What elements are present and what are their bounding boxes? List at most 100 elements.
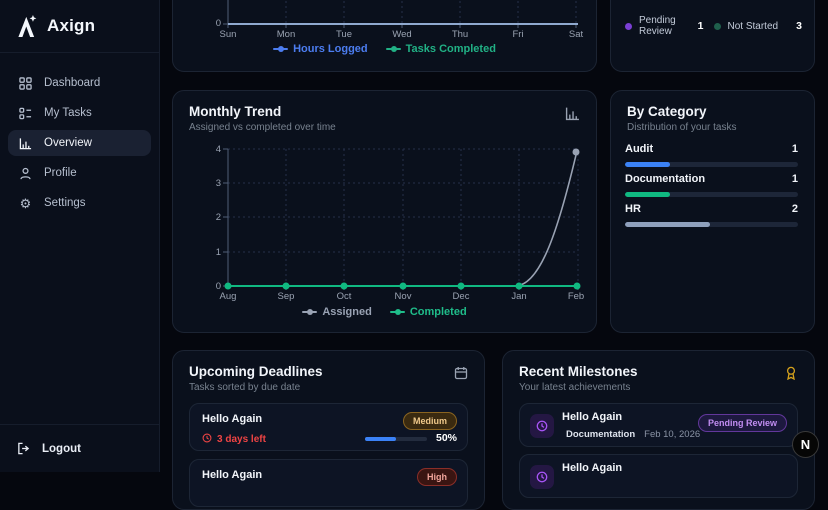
progress-fill [625, 192, 670, 197]
task-status-card: Pending Review 1 Not Started 3 [610, 0, 815, 72]
priority-badge: Medium [402, 412, 457, 430]
grid-icon [18, 76, 33, 91]
bar-chart-icon [18, 136, 33, 151]
category-value: 2 [791, 203, 798, 215]
deadline-item[interactable]: Hello Again High [189, 459, 468, 507]
milestone-clock-icon [530, 465, 554, 489]
status-label: Pending Review [639, 15, 676, 37]
category-row-hr: HR 2 [625, 203, 798, 227]
logout-icon [16, 441, 31, 456]
weekly-activity-card: 0 Sun Mon Tue Wed Thu Fri Sat Hours Logg… [172, 0, 597, 72]
milestone-item[interactable]: Hello Again Documentation Feb 10, 2026 P… [519, 403, 798, 447]
logout-button[interactable]: Logout [16, 441, 143, 456]
legend-item-hours-logged: Hours Logged [273, 43, 368, 55]
sidebar-item-dashboard[interactable]: Dashboard [8, 70, 151, 96]
chart-icon [565, 106, 580, 126]
due-row: 3 days left [202, 433, 266, 446]
legend-item-completed: Completed [389, 306, 467, 318]
category-label: HR [625, 203, 641, 215]
dev-tools-badge[interactable]: N [792, 431, 819, 458]
award-icon [784, 366, 798, 385]
category-label: Documentation [625, 173, 706, 185]
progress-fill [625, 162, 670, 167]
trend-x-tick: Nov [394, 291, 412, 302]
category-row-audit: Audit 1 [625, 143, 798, 167]
card-subtitle: Your latest achievements [519, 382, 631, 393]
not-started-dot-icon [713, 22, 721, 30]
status-badge: Pending Review [697, 414, 787, 432]
card-title: By Category [627, 104, 707, 119]
gear-icon: ⚙ [19, 195, 32, 211]
weekly-x-tick: Fri [512, 29, 524, 40]
milestone-category: Documentation [566, 429, 636, 440]
progress-fill [625, 222, 710, 227]
category-row-documentation: Documentation 1 [625, 173, 798, 197]
by-category-card: By Category Distribution of your tasks A… [610, 90, 815, 333]
weekly-chart-plot [223, 0, 578, 28]
status-value: 3 [796, 20, 802, 32]
priority-badge: High [417, 468, 457, 486]
status-item-pending-review: Pending Review 1 [625, 15, 714, 37]
weekly-x-tick: Wed [392, 29, 412, 40]
trend-y-tick: 2 [215, 212, 221, 223]
milestone-date: Feb 10, 2026 [644, 429, 701, 440]
category-label: Audit [625, 143, 654, 155]
monthly-trend-card: Monthly Trend Assigned vs completed over… [172, 90, 597, 333]
trend-y-tick: 0 [215, 281, 221, 292]
sidebar-item-my-tasks[interactable]: My Tasks [8, 100, 151, 126]
legend-marker-icon [389, 308, 405, 317]
legend-label: Hours Logged [293, 43, 368, 55]
progress-track [365, 437, 427, 441]
sidebar-item-overview[interactable]: Overview [8, 130, 151, 156]
legend-item-tasks-completed: Tasks Completed [385, 43, 496, 55]
weekly-x-tick: Sat [568, 29, 584, 40]
trend-legend: Assigned Completed [173, 306, 596, 318]
upcoming-deadlines-card: Upcoming Deadlines Tasks sorted by due d… [172, 350, 485, 510]
milestone-title: Hello Again [562, 462, 623, 474]
milestone-title: Hello Again [562, 411, 623, 423]
legend-marker-icon [273, 45, 289, 54]
deadline-item[interactable]: Hello Again Medium 3 days left 50% [189, 403, 468, 451]
deadline-title: Hello Again [202, 469, 263, 481]
milestone-clock-icon [530, 414, 554, 438]
weekly-x-tick: Thu [451, 29, 469, 40]
deadline-title: Hello Again [202, 413, 263, 425]
pending-review-dot-icon [625, 22, 632, 30]
tasks-icon [18, 106, 33, 121]
category-value: 1 [791, 143, 798, 155]
trend-y-tick: 4 [215, 144, 221, 155]
recent-milestones-card: Recent Milestones Your latest achievemen… [502, 350, 815, 510]
sidebar-nav: Dashboard My Tasks Overview Profi [0, 53, 159, 220]
card-title: Monthly Trend [189, 104, 282, 119]
weekly-y-zero-label: 0 [215, 18, 221, 29]
sidebar-footer: Logout [0, 424, 159, 472]
card-subtitle: Assigned vs completed over time [189, 122, 336, 133]
brand-name: Axign [47, 16, 96, 35]
milestone-item[interactable]: Hello Again [519, 454, 798, 498]
trend-x-tick: Feb [567, 291, 585, 302]
sidebar-item-label: Settings [44, 197, 86, 209]
legend-label: Assigned [322, 306, 372, 318]
sidebar-item-label: My Tasks [44, 107, 92, 119]
trend-y-tick: 3 [215, 178, 221, 189]
category-value: 1 [791, 173, 798, 185]
logout-label: Logout [42, 442, 81, 455]
weekly-x-tick: Tue [335, 29, 353, 40]
legend-label: Completed [409, 306, 467, 318]
status-legend: Pending Review 1 Not Started 3 [625, 15, 802, 37]
brand-logo: Axign [0, 0, 159, 53]
sidebar-item-label: Profile [44, 167, 77, 179]
progress-percent: 50% [435, 432, 457, 444]
sidebar-item-profile[interactable]: Profile [8, 160, 151, 186]
status-item-not-started: Not Started 3 [713, 15, 802, 37]
sidebar-item-label: Overview [44, 137, 92, 149]
sidebar-item-settings[interactable]: ⚙ Settings [8, 190, 151, 216]
due-text: 3 days left [217, 434, 266, 445]
status-value: 1 [697, 20, 704, 32]
calendar-icon [454, 366, 468, 385]
legend-marker-icon [385, 45, 401, 54]
trend-x-tick: Sep [277, 291, 295, 302]
weekly-x-tick: Sun [219, 29, 237, 40]
sidebar-item-label: Dashboard [44, 77, 101, 89]
progress-track [625, 192, 798, 197]
